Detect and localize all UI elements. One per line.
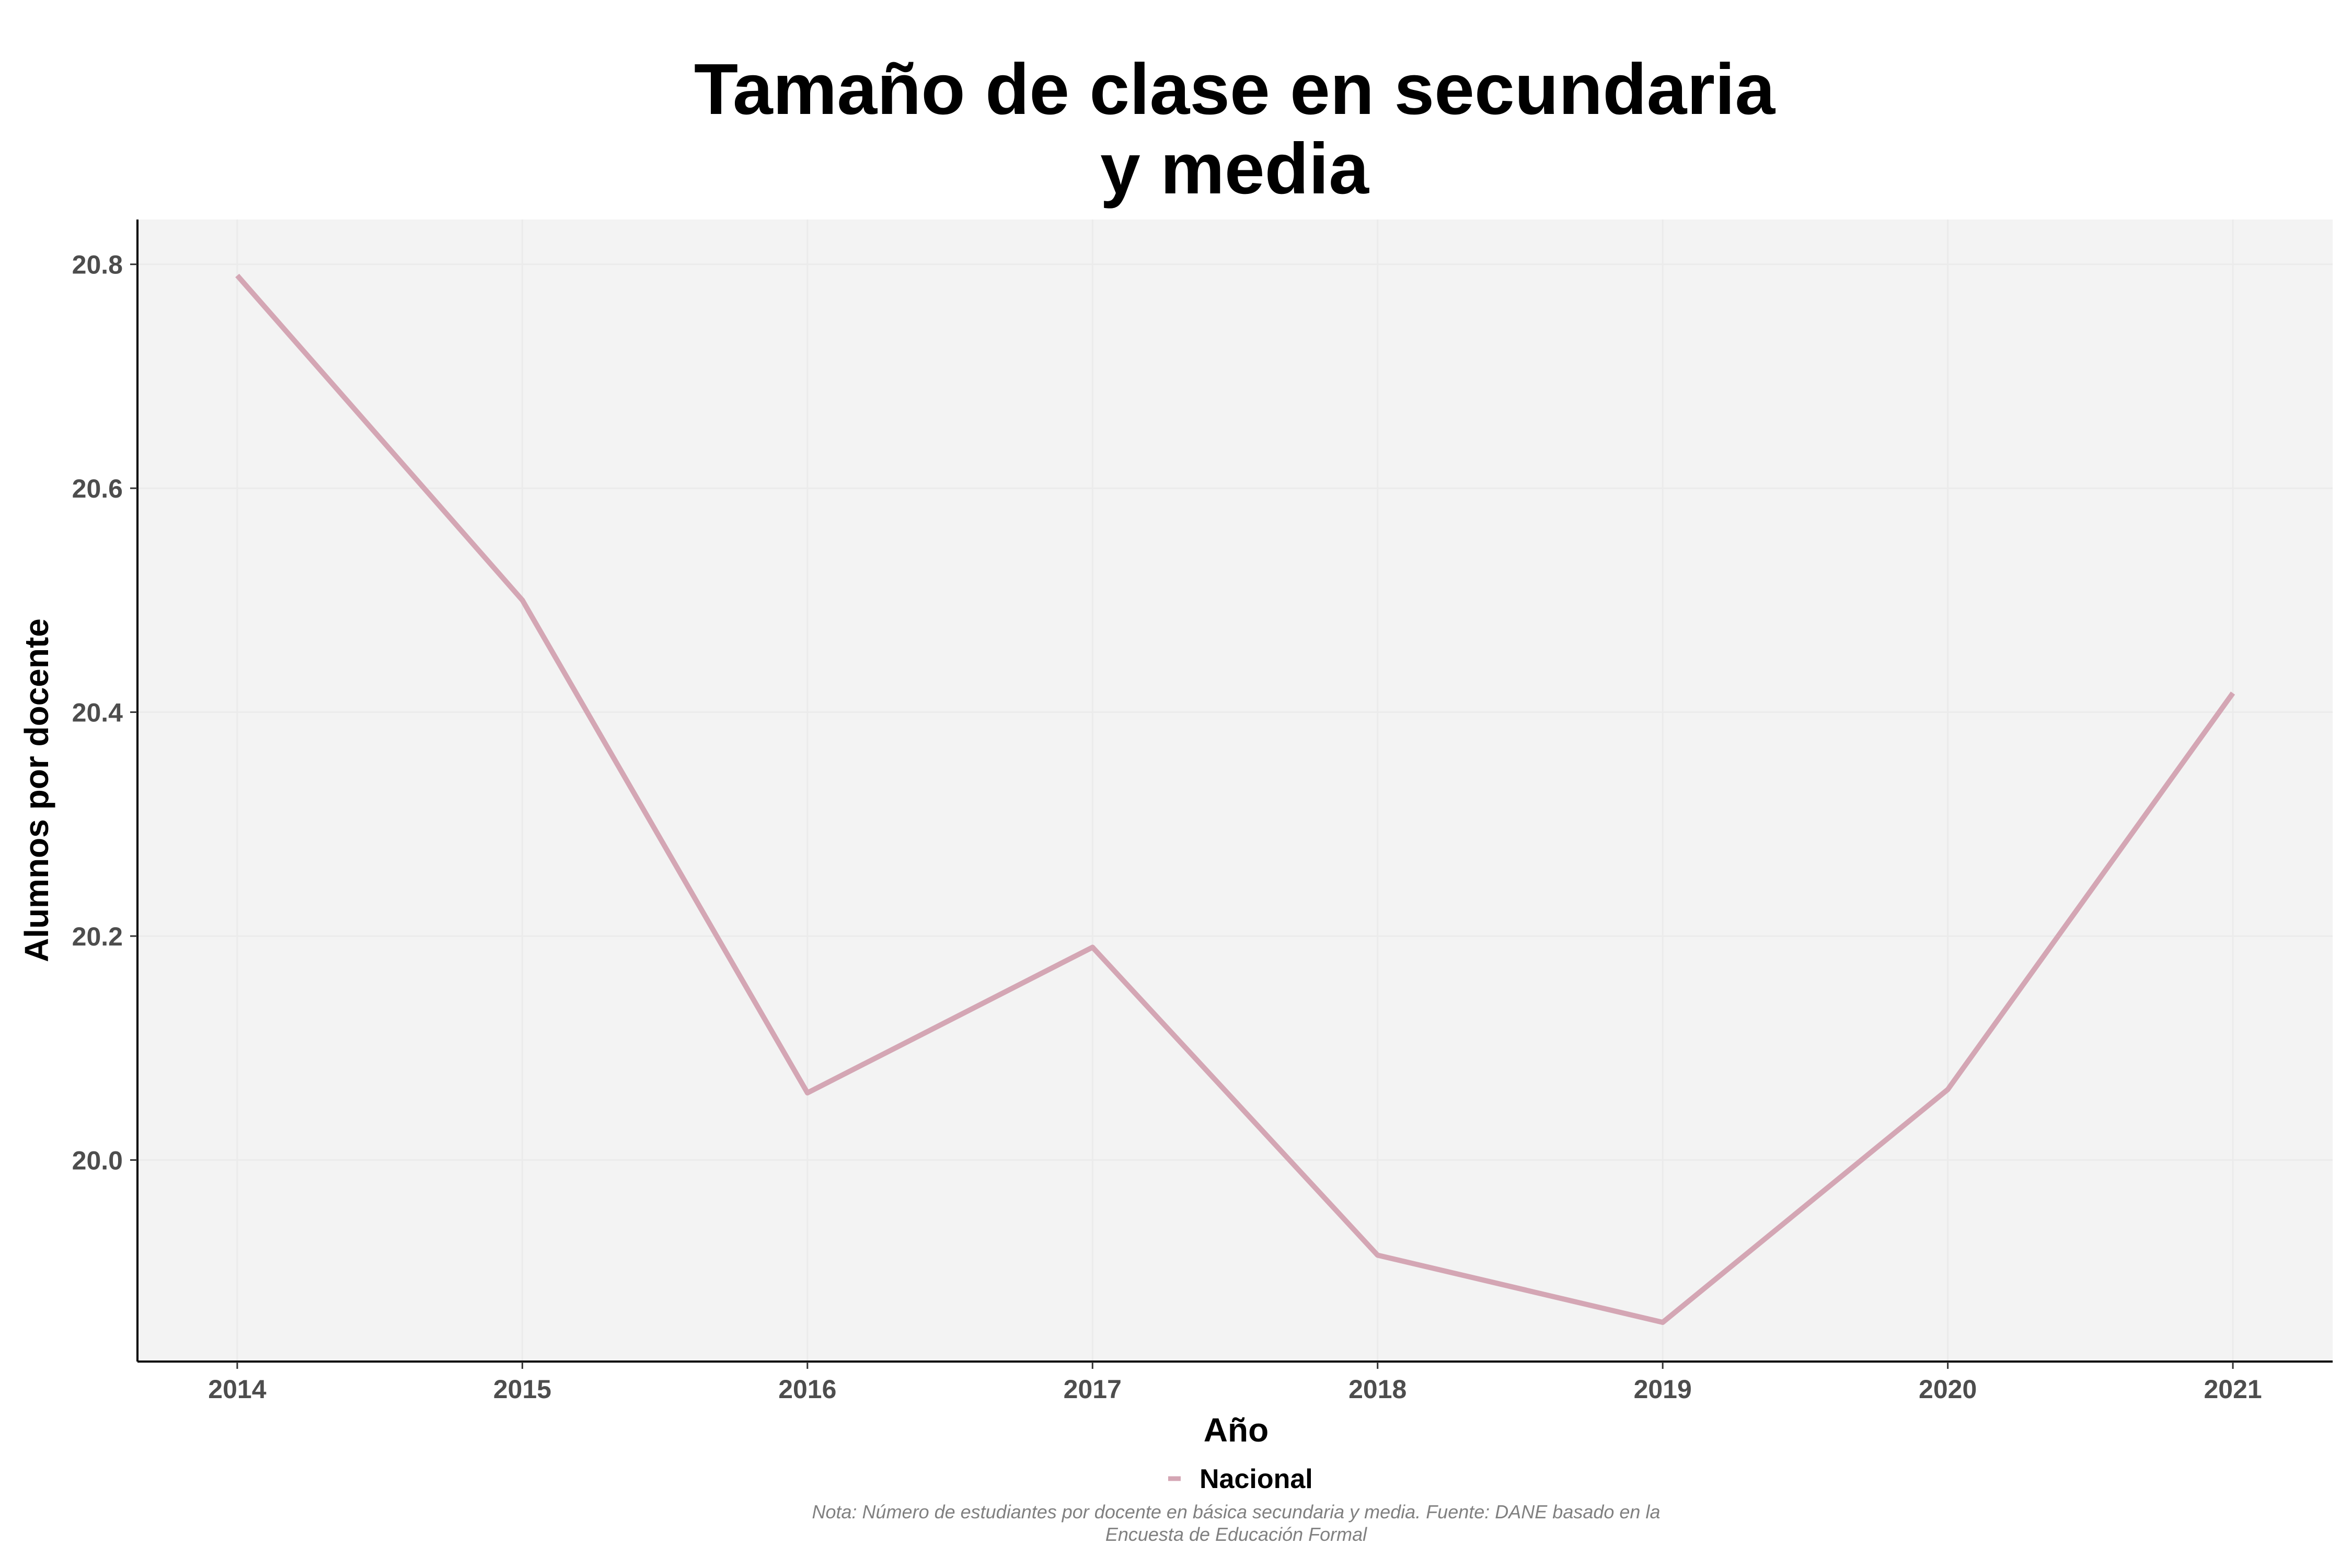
y-tick-label: 20.8: [72, 250, 123, 280]
chart-title-line-2: y media: [1100, 129, 1369, 209]
x-axis-title: Año: [1204, 1411, 1269, 1449]
plot-panel: [137, 220, 2333, 1362]
legend: Nacional: [1168, 1464, 1313, 1494]
x-tick-label: 2015: [493, 1375, 551, 1404]
y-tick-label: 20.0: [72, 1146, 123, 1175]
legend-label-nacional: Nacional: [1200, 1464, 1313, 1494]
series-layer: [235, 273, 2235, 1325]
y-tick-label: 20.2: [72, 922, 123, 951]
y-tick-label: 20.6: [72, 474, 123, 503]
x-tick-label: 2016: [778, 1375, 836, 1404]
y-axis-ticks: 20.0 20.2 20.4 20.6 20.8: [72, 250, 137, 1175]
series-line-nacional: [235, 273, 2235, 1325]
chart-note-line-1: Nota: Número de estudiantes por docente …: [812, 1501, 1661, 1523]
x-tick-label: 2017: [1064, 1375, 1122, 1404]
x-tick-label: 2018: [1348, 1375, 1406, 1404]
x-axis-ticks: 2014 2015 2016 2017 2018 2019 2020 2021: [208, 1362, 2262, 1404]
x-tick-label: 2014: [208, 1375, 266, 1404]
y-axis-title: Alumnos por docente: [18, 618, 55, 962]
x-tick-label: 2019: [1634, 1375, 1692, 1404]
chart-note-line-2: Encuesta de Educación Formal: [1105, 1524, 1367, 1545]
y-tick-label: 20.4: [72, 698, 123, 728]
chart-title-line-1: Tamaño de clase en secundaria: [694, 49, 1776, 130]
x-tick-label: 2020: [1919, 1375, 1977, 1404]
x-tick-label: 2021: [2204, 1375, 2262, 1404]
gridlines: [137, 220, 2333, 1362]
